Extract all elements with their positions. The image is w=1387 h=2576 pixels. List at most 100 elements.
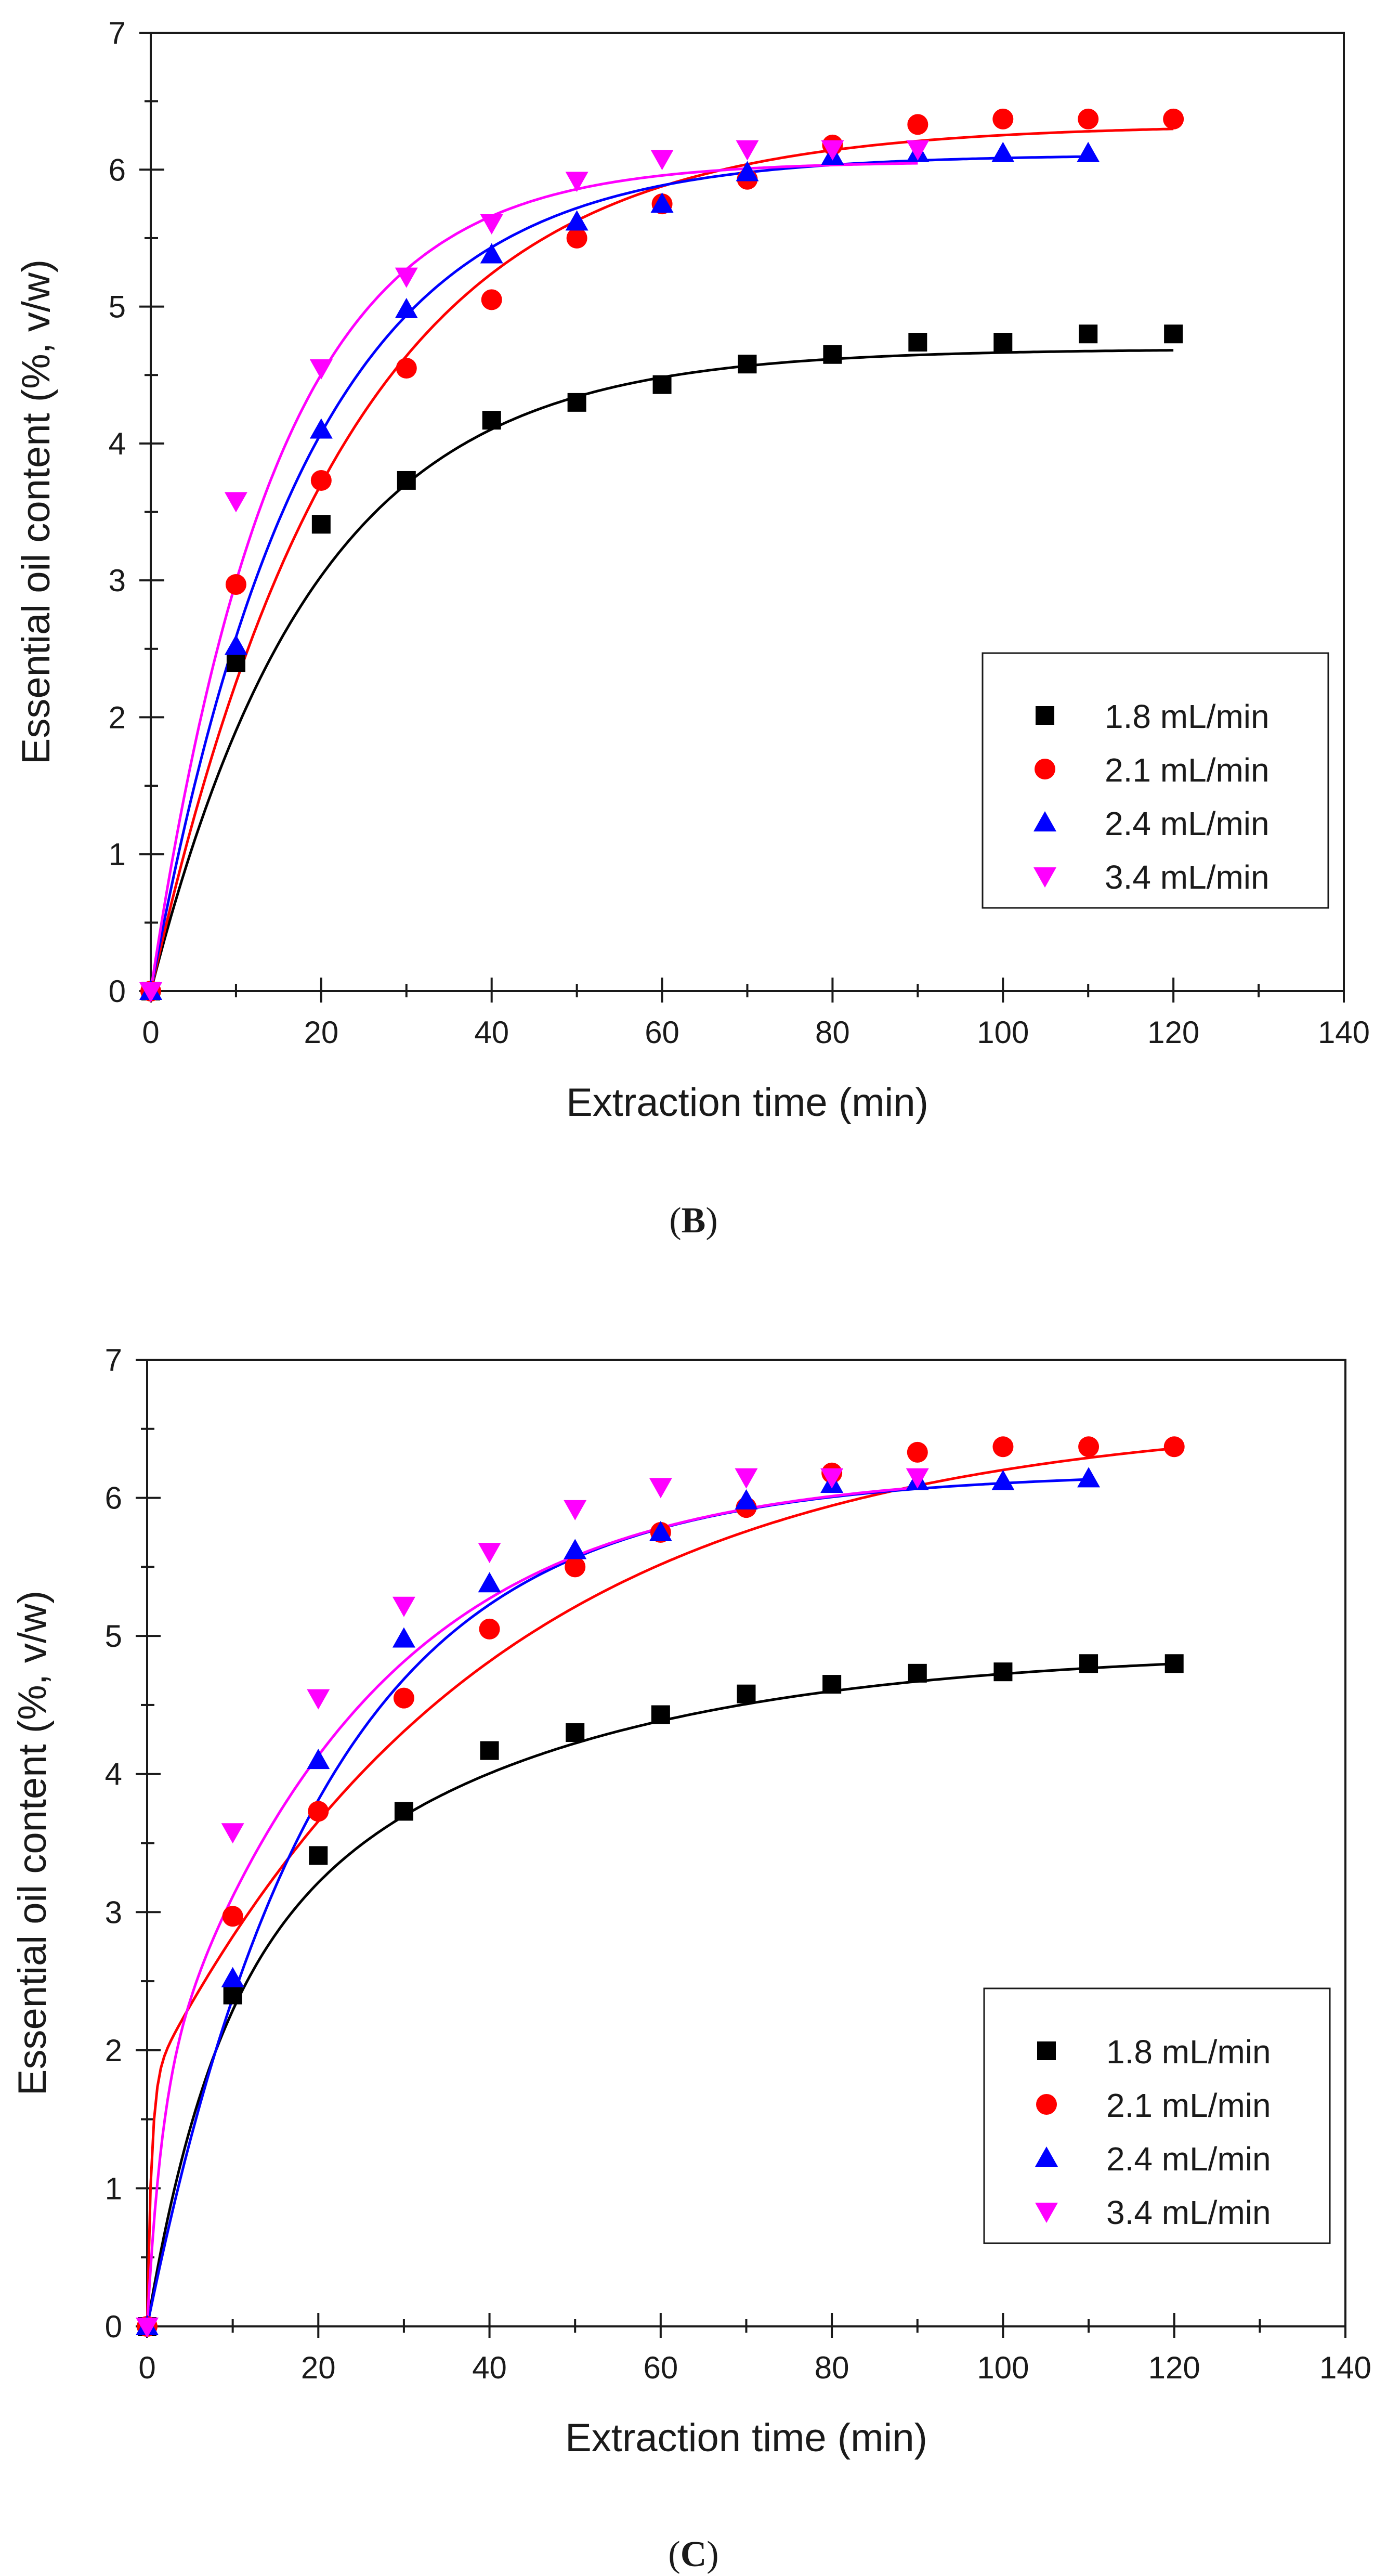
- data-point-2-4: [991, 1469, 1015, 1490]
- x-tick-label: 80: [815, 1015, 850, 1050]
- data-point-1-8: [737, 1684, 756, 1703]
- y-tick-label: 1: [105, 2171, 122, 2206]
- data-point-2-4: [307, 1749, 330, 1770]
- legend-marker-2-4: [1033, 811, 1056, 831]
- fit-curve-3-4: [149, 162, 918, 992]
- y-tick-label: 6: [109, 152, 126, 187]
- data-point-2-1: [222, 1906, 243, 1927]
- x-tick-label: 140: [1319, 2350, 1371, 2385]
- y-axis-label: Essential oil content (%, v/w): [14, 259, 58, 765]
- x-axis-label: Extraction time (min): [565, 2416, 927, 2460]
- data-point-2-1: [1078, 108, 1099, 129]
- data-point-2-4: [392, 1627, 415, 1648]
- data-point-1-8: [226, 653, 245, 672]
- legend-marker-2-4: [1035, 2146, 1058, 2167]
- legend-label: 3.4 mL/min: [1106, 2194, 1271, 2231]
- data-point-3-4: [307, 1689, 330, 1710]
- data-point-2-4: [1077, 1467, 1101, 1488]
- data-point-1-8: [394, 1802, 413, 1821]
- data-point-2-4: [309, 418, 333, 439]
- data-point-1-8: [566, 1723, 585, 1742]
- data-point-2-1: [992, 1436, 1014, 1458]
- legend-marker-2-1: [1036, 2094, 1057, 2115]
- data-point-1-8: [480, 1741, 499, 1760]
- data-point-3-4: [395, 267, 418, 288]
- data-point-2-1: [310, 470, 332, 491]
- fit-curve-2-4: [149, 155, 1089, 992]
- legend-marker-3-4: [1035, 2203, 1058, 2223]
- data-point-2-1: [565, 1556, 586, 1578]
- x-axis-label: Extraction time (min): [566, 1081, 928, 1125]
- data-point-1-8: [1079, 1654, 1098, 1673]
- y-tick-label: 3: [109, 563, 126, 598]
- y-tick-label: 4: [105, 1757, 122, 1792]
- legend-marker-1-8: [1036, 706, 1054, 725]
- data-point-2-1: [566, 227, 587, 249]
- data-point-1-8: [482, 411, 501, 430]
- legend-marker-2-1: [1035, 759, 1055, 779]
- panel-caption: (B): [669, 1201, 717, 1241]
- data-point-3-4: [820, 1468, 844, 1489]
- data-point-2-1: [225, 574, 246, 595]
- y-tick-label: 6: [105, 1481, 122, 1516]
- x-tick-label: 60: [643, 2350, 678, 2385]
- legend-label: 1.8 mL/min: [1105, 698, 1270, 735]
- data-point-3-4: [139, 982, 162, 1003]
- x-tick-label: 40: [474, 1015, 509, 1050]
- data-point-3-4: [309, 359, 333, 380]
- data-point-2-1: [907, 114, 928, 135]
- x-tick-label: 100: [977, 2350, 1029, 2385]
- legend-label: 1.8 mL/min: [1106, 2033, 1271, 2071]
- data-point-2-1: [1078, 1436, 1100, 1458]
- data-point-2-4: [735, 1489, 758, 1510]
- data-point-3-4: [906, 140, 930, 161]
- y-tick-label: 0: [105, 2309, 122, 2344]
- x-tick-label: 0: [142, 1015, 159, 1050]
- data-point-1-8: [652, 375, 672, 394]
- data-point-2-4: [736, 161, 759, 181]
- data-point-1-8: [822, 1675, 842, 1694]
- data-point-2-4: [564, 1539, 587, 1559]
- data-point-2-4: [395, 297, 418, 318]
- x-tick-label: 0: [138, 2350, 155, 2385]
- legend-box: [983, 1987, 1331, 2244]
- panel-caption: (C): [668, 2534, 718, 2574]
- data-point-1-8: [738, 355, 757, 374]
- data-point-2-1: [907, 1441, 928, 1463]
- data-point-2-1: [992, 108, 1014, 129]
- data-point-3-4: [480, 214, 503, 235]
- x-tick-label: 140: [1318, 1015, 1370, 1050]
- chart-panel-b: 0 20 40 60 80 100 120 140 0 1 2 3 4 5 6 7 Extraction tim…: [14, 16, 1370, 1241]
- data-point-1-8: [651, 1705, 670, 1724]
- data-point-1-8: [993, 1662, 1013, 1682]
- x-tick-label: 20: [301, 2350, 336, 2385]
- legend-label: 2.4 mL/min: [1105, 805, 1270, 842]
- y-axis-label: Essential oil content (%, v/w): [10, 1591, 55, 2096]
- legend-marker-1-8: [1037, 2041, 1056, 2060]
- data-point-2-4: [478, 1572, 501, 1593]
- y-tick-label: 2: [105, 2033, 122, 2068]
- legend-label: 2.1 mL/min: [1105, 751, 1270, 789]
- data-point-3-4: [650, 150, 674, 171]
- legend-label: 2.1 mL/min: [1106, 2087, 1271, 2124]
- data-point-1-8: [223, 1985, 242, 2005]
- data-point-3-4: [735, 1468, 758, 1489]
- data-point-2-4: [1077, 141, 1100, 162]
- legend-label: 3.4 mL/min: [1105, 858, 1270, 896]
- data-point-2-1: [1163, 108, 1184, 129]
- fit-curve-3-4: [146, 1486, 918, 2327]
- data-point-1-8: [311, 515, 331, 534]
- data-point-1-8: [397, 471, 416, 490]
- y-tick-label: 4: [109, 426, 126, 461]
- x-tick-label: 40: [472, 2350, 507, 2385]
- legend-label: 2.4 mL/min: [1106, 2140, 1271, 2178]
- legend-box: [982, 652, 1329, 909]
- fit-curve-2-4: [146, 1478, 1089, 2327]
- data-point-1-8: [908, 333, 927, 352]
- data-point-2-4: [565, 210, 588, 231]
- data-point-1-8: [823, 345, 842, 364]
- data-point-2-4: [224, 634, 247, 655]
- y-tick-label: 5: [105, 1619, 122, 1654]
- data-point-2-1: [308, 1801, 329, 1822]
- data-point-2-1: [393, 1687, 414, 1709]
